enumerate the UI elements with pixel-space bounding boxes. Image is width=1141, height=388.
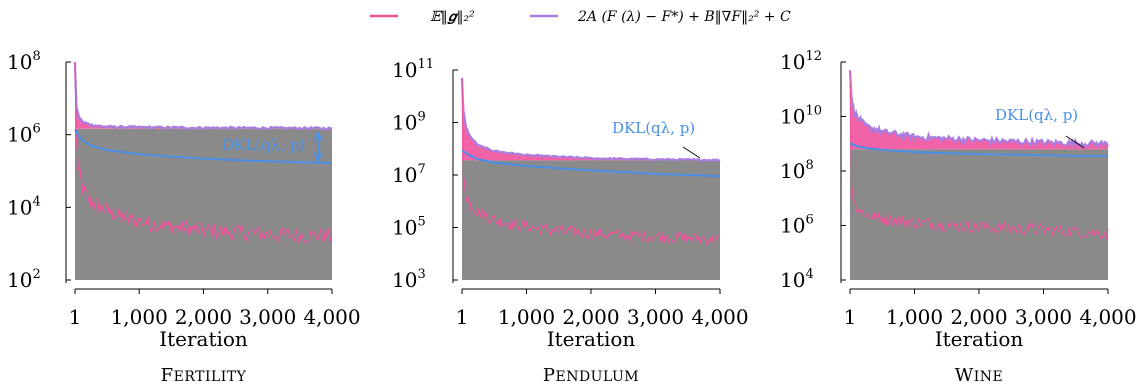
y-tick-label: 106 (7, 122, 41, 147)
kl-annotation: DKL(qλ, p) (612, 119, 695, 137)
x-tick-label: 2,000 (950, 305, 1007, 329)
x-tick-label: 1,000 (886, 305, 943, 329)
legend: 𝔼‖𝒈‖₂² 2A (F (λ) − F*) + B‖∇F‖₂² + C (370, 9, 791, 25)
y-tick-label: 103 (392, 267, 426, 292)
legend-label-bound: 2A (F (λ) − F*) + B‖∇F‖₂² + C (577, 9, 791, 25)
x-axis-title: Iteration (159, 327, 248, 351)
series-gradnorm-line (849, 70, 1109, 240)
annotation-leader (682, 146, 701, 159)
x-tick-label: 3,000 (239, 305, 296, 329)
pink-region (462, 77, 720, 161)
series-kl-line (850, 142, 1108, 158)
x-tick-label: 1 (69, 305, 82, 329)
x-axis-title: Iteration (547, 327, 636, 351)
pink-region (75, 62, 332, 129)
series-bound-line (460, 77, 721, 162)
y-tick-label: 107 (392, 162, 426, 187)
gray-band (75, 128, 332, 280)
y-tick-label: 1012 (780, 49, 822, 74)
x-tick-label: 4,000 (691, 305, 748, 329)
x-axis-title: Iteration (935, 327, 1024, 351)
y-tick-label: 102 (7, 267, 41, 292)
series-bound-line (848, 70, 1110, 150)
x-tick-label: 1 (456, 305, 469, 329)
x-tick-label: 2,000 (175, 305, 232, 329)
gray-band (462, 160, 720, 280)
x-tick-label: 1,000 (498, 305, 555, 329)
x-tick-label: 4,000 (303, 305, 360, 329)
x-tick-label: 1,000 (111, 305, 168, 329)
y-tick-label: 104 (780, 267, 814, 292)
y-tick-label: 1011 (392, 57, 434, 82)
x-tick-label: 2,000 (562, 305, 619, 329)
annotation-leader (1065, 135, 1085, 149)
y-tick-label: 108 (7, 49, 41, 74)
x-tick-label: 3,000 (1015, 305, 1072, 329)
annotation-arrowhead-up (313, 130, 323, 142)
panel-fertility: 102 104 106 108 1 1,000 2,000 3,000 4,000 Iterati… (7, 49, 361, 386)
gray-band (850, 149, 1108, 280)
y-tick-label: 104 (7, 194, 41, 219)
x-tick-label: 1 (844, 305, 857, 329)
legend-label-expected-grad-norm: 𝔼‖𝒈‖₂² (430, 9, 475, 25)
kl-annotation: DKL(qλ, p) (222, 136, 305, 154)
kl-annotation: DKL(qλ, p) (995, 106, 1078, 124)
y-tick-label: 108 (780, 158, 814, 183)
series-bound-line (73, 61, 333, 131)
series-kl-line (74, 128, 332, 165)
panel-title: PENDULUM (543, 365, 639, 386)
panel-pendulum: 103 105 107 109 1011 1 1,000 2,000 3,000 4,000 Ite… (392, 57, 749, 386)
series-gradnorm-line (461, 77, 721, 246)
annotation-arrowhead-down (313, 152, 323, 163)
panel-title: FERTILITY (161, 365, 247, 386)
y-tick-label: 105 (392, 215, 426, 240)
series-kl-line (462, 150, 721, 178)
y-tick-label: 1010 (780, 104, 822, 129)
panel-wine: 104 106 108 1010 1012 1 1,000 2,000 3,000 4,000 It… (780, 49, 1137, 386)
pink-region (850, 70, 1108, 150)
y-tick-label: 109 (392, 110, 426, 135)
panel-title: WINE (955, 365, 1004, 386)
series-gradnorm-line (74, 61, 333, 245)
y-tick-label: 106 (780, 213, 814, 238)
x-tick-label: 4,000 (1079, 305, 1136, 329)
x-tick-label: 3,000 (627, 305, 684, 329)
